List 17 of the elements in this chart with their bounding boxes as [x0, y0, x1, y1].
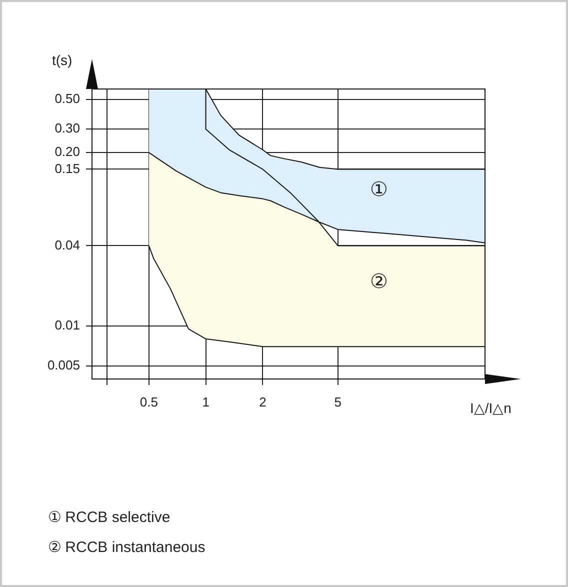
- y-tick-label: 0.15: [54, 160, 80, 176]
- y-tick-label: 0.50: [54, 91, 80, 106]
- x-tick-label: 0.5: [140, 394, 158, 410]
- text: ② RCCB instantaneous: [48, 539, 206, 556]
- x-axis-title: I△/I△n: [470, 400, 512, 416]
- x-tick-label: 5: [334, 394, 342, 410]
- y-axis-title: t(s): [52, 52, 72, 68]
- y-tick-label: 0.005: [47, 358, 80, 373]
- annotation: ②: [370, 271, 388, 293]
- y-tick-label: 0.04: [54, 237, 80, 252]
- text: ① RCCB selective: [48, 509, 170, 526]
- x-tick-label: 1: [202, 394, 210, 410]
- y-tick-label: 0.20: [54, 144, 80, 160]
- x-tick-label: 2: [259, 394, 266, 410]
- y-tick-label: 0.01: [54, 318, 80, 333]
- annotation: ①: [370, 179, 388, 201]
- y-tick-label: 0.30: [54, 120, 80, 136]
